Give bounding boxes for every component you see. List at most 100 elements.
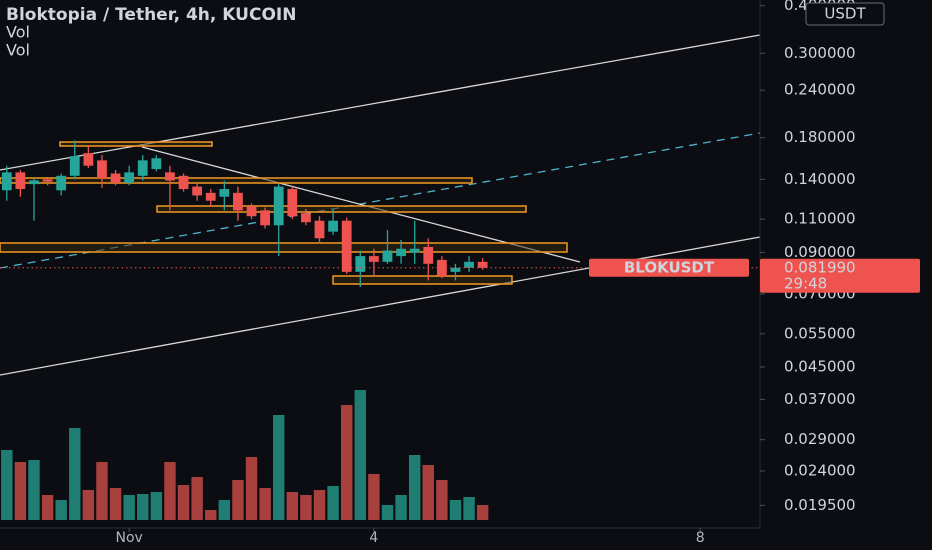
last-price-box — [760, 258, 920, 293]
volume-bar — [395, 495, 407, 520]
candle-body — [192, 186, 203, 196]
volume-bar — [476, 505, 489, 520]
volume-bar — [259, 488, 271, 520]
volume-bar — [232, 480, 244, 520]
volume-bar — [245, 457, 258, 520]
volume-bar — [273, 415, 285, 520]
candle-body — [151, 158, 162, 170]
volume-bar — [28, 460, 40, 520]
volume-bar — [150, 492, 163, 520]
volume-bar — [96, 462, 108, 520]
symbol-label: BLOKUSDT — [624, 258, 715, 276]
candle-body — [273, 186, 284, 226]
currency: USDT — [824, 5, 866, 23]
candle-body — [477, 261, 488, 268]
volume-bar — [340, 405, 353, 520]
candle-body — [1, 172, 12, 191]
symbol-box — [589, 258, 749, 277]
volume-bar — [177, 485, 190, 520]
volume-bar — [300, 495, 312, 520]
x-tick-label: 4 — [369, 530, 378, 546]
candle-body — [396, 248, 406, 257]
currency-box — [805, 2, 885, 26]
x-tick-label: Nov — [115, 530, 142, 546]
volume-bar — [109, 488, 122, 520]
zone — [0, 242, 568, 253]
candle-body — [110, 173, 121, 183]
candle-body — [450, 267, 461, 272]
candle-body — [124, 172, 135, 183]
volume-bar — [137, 494, 149, 520]
volume-bar — [191, 477, 203, 520]
candle-body — [382, 250, 393, 262]
candle-body — [97, 160, 107, 179]
drawings — [0, 34, 761, 376]
candle-body — [83, 153, 94, 166]
y-tick-label: 0.140000 — [784, 170, 856, 188]
last-price-label: 0.081990 — [784, 258, 856, 276]
candle-body — [423, 246, 434, 264]
candle-body — [29, 180, 39, 185]
candle-body — [69, 156, 80, 176]
candle-body — [328, 220, 338, 232]
volume-bar — [14, 462, 27, 520]
candle-body — [409, 248, 420, 253]
candle-body — [15, 172, 26, 190]
y-tick-label: 0.019500 — [784, 496, 856, 514]
candle-body — [205, 192, 216, 201]
y-tick-label: 0.240000 — [784, 81, 856, 99]
y-tick-label: 0.180000 — [784, 128, 856, 146]
volume-bar — [436, 480, 448, 520]
volume-bar — [449, 500, 462, 520]
volume-bar — [164, 462, 176, 520]
y-tick-label: 0.300000 — [784, 44, 856, 62]
candle-body — [219, 189, 230, 197]
candle-body — [287, 189, 298, 217]
x-tick-label: 8 — [696, 530, 705, 546]
volume-bar — [1, 450, 13, 520]
candle-body — [165, 172, 175, 181]
candle-body — [42, 179, 53, 182]
y-tick-label: 0.024000 — [784, 461, 856, 479]
y-tick-label: 0.029000 — [784, 430, 856, 448]
volume-bar — [408, 455, 421, 520]
y-tick-label: 0.045000 — [784, 358, 856, 376]
indicator: Vol — [6, 23, 30, 42]
volume-bar — [205, 510, 217, 520]
volume-bar — [55, 500, 67, 520]
axis-labels: 0.4000000.3000000.2400000.1800000.140000… — [115, 0, 920, 546]
volume-bar — [368, 474, 380, 520]
volume-bar — [286, 492, 299, 520]
candle-body — [368, 256, 379, 262]
y-tick-label: 0.055000 — [784, 324, 856, 342]
marks — [0, 140, 760, 520]
volume-bar — [41, 495, 54, 520]
y-tick-label: 0.110000 — [784, 210, 856, 228]
volume-bar — [327, 486, 339, 520]
volume-bar — [69, 428, 81, 520]
volume-bar — [123, 495, 135, 520]
candle-body — [355, 256, 366, 272]
zone — [332, 275, 513, 285]
candle-body — [233, 192, 243, 211]
countdown: 29:48 — [784, 274, 827, 292]
zone — [156, 205, 527, 213]
y-tick-label: 0.037000 — [784, 390, 856, 408]
candle-body — [56, 175, 67, 191]
zone — [0, 177, 473, 184]
volume-bar — [354, 390, 366, 520]
candle-body — [301, 213, 311, 223]
volume-bar — [218, 500, 231, 520]
volume-bar — [463, 497, 475, 520]
candle-body — [260, 210, 271, 226]
candle-body — [464, 261, 474, 268]
trend-line — [0, 34, 761, 171]
indicator: Vol — [6, 41, 30, 60]
volume-bar — [422, 465, 434, 520]
candle-body — [314, 220, 325, 239]
zone — [59, 141, 213, 147]
volume-bar — [82, 490, 95, 520]
chart-title: Bloktopia / Tether, 4h, KUCOIN — [6, 5, 296, 25]
